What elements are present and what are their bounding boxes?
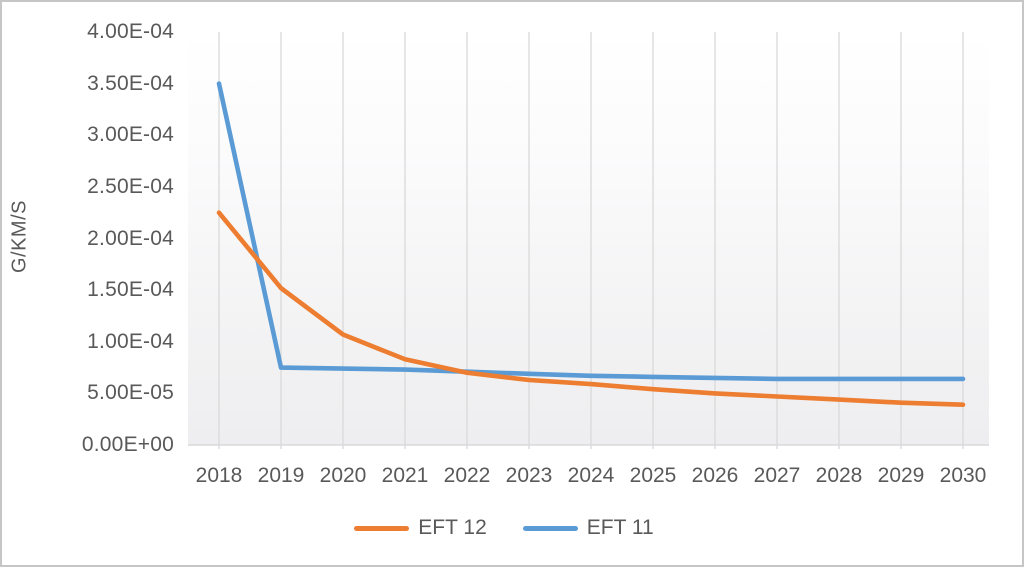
legend-item-eft-11: EFT 11 <box>522 516 654 540</box>
x-tick-label: 2019 <box>257 464 305 487</box>
series-lines <box>216 81 966 408</box>
y-tick-label: 5.00E-05 <box>87 381 174 405</box>
x-tick-label: 2029 <box>877 464 925 487</box>
y-tick-label: 1.00E-04 <box>87 329 174 353</box>
legend-line-swatch <box>522 525 578 531</box>
y-tick-label: 2.00E-04 <box>87 226 174 250</box>
x-tick-label: 2026 <box>691 464 739 487</box>
y-tick-label: 0.00E+00 <box>81 433 174 456</box>
series-line-eft-12 <box>216 210 966 408</box>
series-line-eft-11 <box>216 81 966 382</box>
y-tick-label: 4.00E-04 <box>87 20 174 43</box>
chart-legend: EFT 12 EFT 11 <box>2 516 1006 540</box>
y-tick-label: 3.50E-04 <box>87 71 174 95</box>
x-tick-label: 2028 <box>815 464 863 487</box>
x-tick-label: 2018 <box>195 464 243 487</box>
x-tick-label: 2030 <box>939 464 987 487</box>
legend-item-eft-12: EFT 12 <box>354 516 487 540</box>
x-tick-label: 2020 <box>319 464 367 487</box>
legend-line-swatch <box>354 525 410 531</box>
x-tick-label: 2023 <box>505 464 553 487</box>
y-tick-label: 2.50E-04 <box>87 174 174 198</box>
legend-label: EFT 12 <box>418 516 487 539</box>
y-tick-label: 1.50E-04 <box>87 278 174 302</box>
x-tick-label: 2021 <box>381 464 429 487</box>
x-tick-label: 2022 <box>443 464 491 487</box>
y-tick-label: 3.00E-04 <box>87 123 174 147</box>
y-axis-title: G/KM/S <box>8 200 31 274</box>
legend-label: EFT 11 <box>586 516 654 539</box>
x-tick-label: 2027 <box>753 464 801 487</box>
x-tick-label: 2024 <box>567 464 615 487</box>
x-tick-label: 2025 <box>629 464 677 487</box>
